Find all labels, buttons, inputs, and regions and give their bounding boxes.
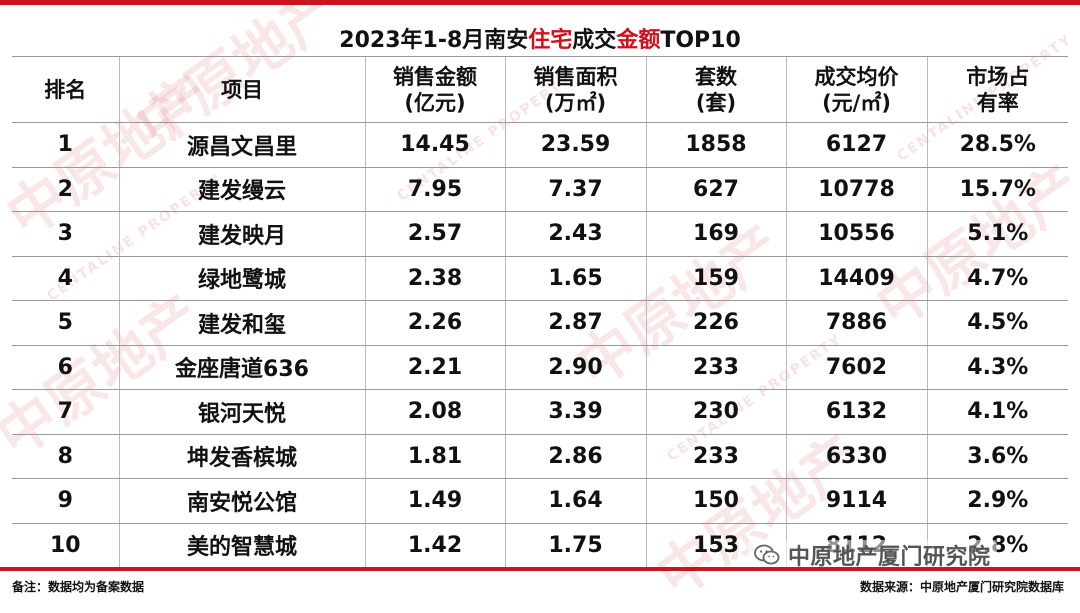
avg-price-cell: 7886 <box>786 300 928 346</box>
market-share-cell: 5.1% <box>927 211 1069 257</box>
table-title-row: 2023年1-8月南安住宅成交金额TOP10 <box>12 20 1069 57</box>
table-row: 7 银河天悦 2.08 3.39 230 6132 4.1% <box>12 389 1069 435</box>
title-text: 2023年1-8月南安 <box>339 28 529 53</box>
wechat-account-name: 中原地产厦门研究院 <box>788 545 991 570</box>
project-cell: 美的智慧城 <box>119 523 366 569</box>
units-cell: 233 <box>646 434 787 479</box>
table-row: 3 建发映月 2.57 2.43 169 10556 5.1% <box>12 211 1069 257</box>
avg-price-cell: 6132 <box>786 389 928 435</box>
market-share-cell: 28.5% <box>927 122 1069 168</box>
sales-area-cell: 2.43 <box>505 211 647 257</box>
rank-cell: 2 <box>12 167 120 212</box>
title-accent-text: 住宅 <box>528 28 573 53</box>
units-cell: 1858 <box>646 122 787 168</box>
units-cell: 230 <box>646 389 787 435</box>
column-header: 销售金额 (亿元) <box>365 56 506 123</box>
market-share-cell: 4.1% <box>927 389 1069 435</box>
column-header: 销售面积 (万㎡) <box>505 56 647 123</box>
avg-price-cell: 6330 <box>786 434 928 479</box>
sales-area-cell: 1.65 <box>505 256 647 301</box>
sales-amount-cell: 2.26 <box>365 300 506 346</box>
project-cell: 建发映月 <box>119 211 366 257</box>
rank-cell: 5 <box>12 300 120 346</box>
title-text: TOP10 <box>660 28 741 53</box>
avg-price-cell: 10778 <box>786 167 928 212</box>
rank-cell: 4 <box>12 256 120 301</box>
project-cell: 坤发香槟城 <box>119 434 366 479</box>
market-share-cell: 4.3% <box>927 345 1069 390</box>
table-title: 2023年1-8月南安住宅成交金额TOP10 <box>12 20 1069 57</box>
sales-amount-cell: 1.49 <box>365 478 506 524</box>
footer-note: 备注：数据均为备案数据 <box>12 580 145 594</box>
sales-area-cell: 1.75 <box>505 523 647 569</box>
title-accent-text: 金额 <box>616 28 661 53</box>
table-row: 4 绿地鹭城 2.38 1.65 159 14409 4.7% <box>12 256 1069 301</box>
table-header-row: 排名 项目 销售金额 (亿元) 销售面积 (万㎡) 套数 (套) 成交均价 (元/㎡) 市场… <box>12 56 1069 123</box>
column-header: 套数 (套) <box>646 56 787 123</box>
rank-cell: 1 <box>12 122 120 168</box>
column-header: 成交均价 (元/㎡) <box>786 56 928 123</box>
column-header: 排名 <box>12 56 120 123</box>
table-row: 2 建发缦云 7.95 7.37 627 10778 15.7% <box>12 167 1069 212</box>
avg-price-cell: 10556 <box>786 211 928 257</box>
rank-cell: 8 <box>12 434 120 479</box>
sales-amount-cell: 1.81 <box>365 434 506 479</box>
sales-area-cell: 3.39 <box>505 389 647 435</box>
market-share-cell: 3.6% <box>927 434 1069 479</box>
bottom-red-bar <box>0 567 1080 571</box>
sales-area-cell: 2.90 <box>505 345 647 390</box>
sales-area-cell: 23.59 <box>505 122 647 168</box>
table-row: 6 金座唐道636 2.21 2.90 233 7602 4.3% <box>12 345 1069 390</box>
sales-amount-cell: 7.95 <box>365 167 506 212</box>
project-cell: 银河天悦 <box>119 389 366 435</box>
project-cell: 建发缦云 <box>119 167 366 212</box>
market-share-cell: 2.9% <box>927 478 1069 524</box>
sales-area-cell: 2.87 <box>505 300 647 346</box>
sales-area-cell: 7.37 <box>505 167 647 212</box>
avg-price-cell: 9114 <box>786 478 928 524</box>
rank-cell: 10 <box>12 523 120 569</box>
units-cell: 233 <box>646 345 787 390</box>
sales-amount-cell: 2.38 <box>365 256 506 301</box>
market-share-cell: 15.7% <box>927 167 1069 212</box>
units-cell: 226 <box>646 300 787 346</box>
sales-amount-cell: 1.42 <box>365 523 506 569</box>
avg-price-cell: 6127 <box>786 122 928 168</box>
table-row: 1 源昌文昌里 14.45 23.59 1858 6127 28.5% <box>12 122 1069 168</box>
column-header: 项目 <box>119 56 366 123</box>
sales-amount-cell: 14.45 <box>365 122 506 168</box>
rank-cell: 7 <box>12 389 120 435</box>
units-cell: 159 <box>646 256 787 301</box>
wechat-account-watermark: 中原地产厦门研究院 <box>748 540 997 570</box>
footer-source: 数据来源：中原地产厦门研究院数据库 <box>859 580 1064 594</box>
top-red-bar <box>0 0 1080 5</box>
top10-table: 2023年1-8月南安住宅成交金额TOP10 排名 项目 销售金额 (亿元) 销售面积… <box>12 20 1069 569</box>
market-share-cell: 4.5% <box>927 300 1069 346</box>
wechat-icon <box>754 544 780 565</box>
title-text: 成交 <box>572 28 617 53</box>
table-row: 9 南安悦公馆 1.49 1.64 150 9114 2.9% <box>12 478 1069 524</box>
sales-amount-cell: 2.57 <box>365 211 506 257</box>
sales-area-cell: 2.86 <box>505 434 647 479</box>
market-share-cell: 4.7% <box>927 256 1069 301</box>
project-cell: 建发和玺 <box>119 300 366 346</box>
avg-price-cell: 7602 <box>786 345 928 390</box>
sales-area-cell: 1.64 <box>505 478 647 524</box>
rank-cell: 3 <box>12 211 120 257</box>
table-row: 5 建发和玺 2.26 2.87 226 7886 4.5% <box>12 300 1069 346</box>
rank-cell: 6 <box>12 345 120 390</box>
column-header: 市场占 有率 <box>927 56 1069 123</box>
sales-amount-cell: 2.21 <box>365 345 506 390</box>
project-cell: 南安悦公馆 <box>119 478 366 524</box>
project-cell: 绿地鹭城 <box>119 256 366 301</box>
sales-amount-cell: 2.08 <box>365 389 506 435</box>
project-cell: 金座唐道636 <box>119 345 366 390</box>
units-cell: 150 <box>646 478 787 524</box>
table-row: 8 坤发香槟城 1.81 2.86 233 6330 3.6% <box>12 434 1069 479</box>
avg-price-cell: 14409 <box>786 256 928 301</box>
units-cell: 627 <box>646 167 787 212</box>
project-cell: 源昌文昌里 <box>119 122 366 168</box>
rank-cell: 9 <box>12 478 120 524</box>
units-cell: 169 <box>646 211 787 257</box>
